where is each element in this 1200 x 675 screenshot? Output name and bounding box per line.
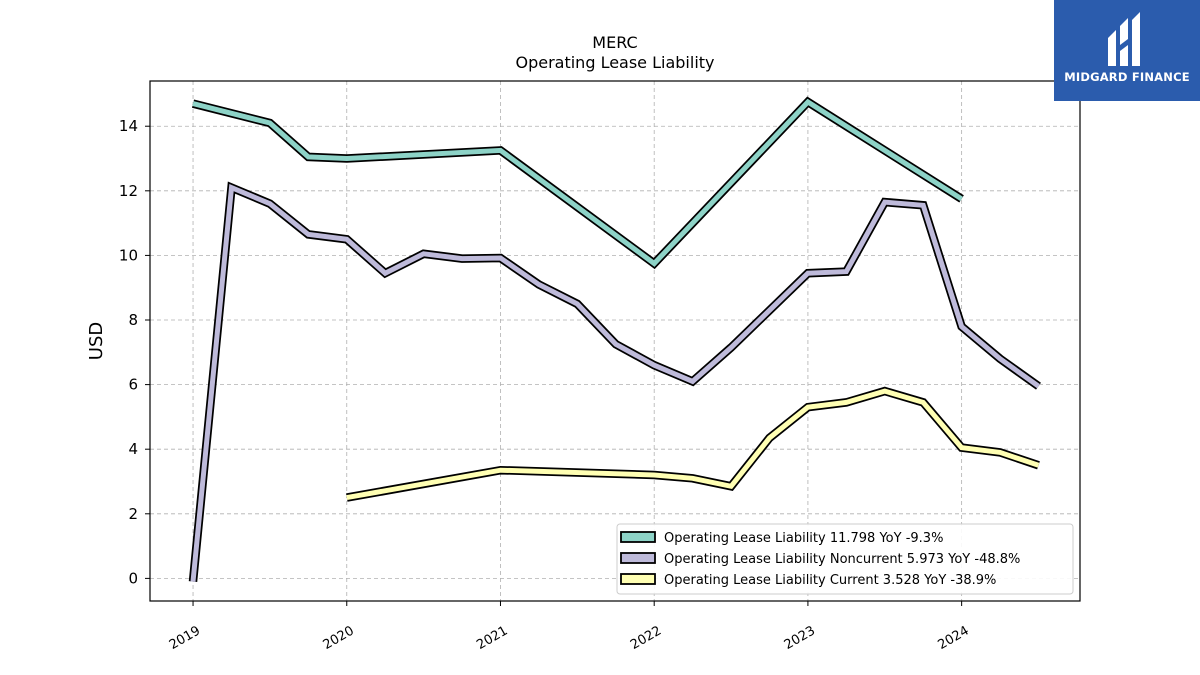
series-line: [192, 98, 963, 267]
x-tick-label: 2020: [321, 623, 357, 653]
y-tick-label: 6: [128, 376, 138, 394]
y-tick-label: 14: [119, 117, 138, 135]
x-tick-label: 2022: [628, 623, 664, 653]
series-lines: [188, 96, 1041, 583]
y-tick-label: 12: [119, 182, 138, 200]
series-2: [188, 181, 1041, 583]
legend-entry: Operating Lease Liability Noncurrent 5.9…: [664, 552, 1020, 567]
x-tick-label: 2024: [935, 623, 971, 653]
chart-title: MERC: [592, 33, 637, 52]
brand-logo: MIDGARD FINANCE: [1054, 0, 1200, 101]
x-tick-label: 2023: [782, 623, 818, 653]
x-axis-ticks: 2019 2020 2021 2022 2023 2024: [167, 601, 972, 653]
x-tick-label: 2019: [167, 623, 203, 653]
series-1: [191, 96, 964, 270]
series-line: [190, 183, 1040, 582]
y-axis-label: USD: [86, 322, 107, 360]
legend-box: [616, 523, 1074, 595]
legend-swatch: [620, 531, 656, 543]
brand-name: MIDGARD FINANCE: [1064, 70, 1190, 84]
legend-swatch: [620, 552, 656, 564]
x-tick-label: 2021: [474, 623, 510, 653]
legend-entry: Operating Lease Liability 11.798 YoY -9.…: [664, 531, 943, 546]
y-tick-label: 2: [128, 505, 138, 523]
grid-lines: [150, 81, 1080, 601]
y-tick-label: 8: [128, 311, 138, 329]
legend-entry: Operating Lease Liability Current 3.528 …: [664, 573, 996, 588]
chart-subtitle: Operating Lease Liability: [515, 53, 714, 72]
y-tick-label: 0: [128, 569, 138, 587]
legend: Operating Lease Liability 11.798 YoY -9.…: [616, 523, 1074, 595]
plot-frame: [149, 80, 1081, 602]
brand-mark-icon: [1108, 12, 1140, 66]
series-3: [346, 386, 1040, 502]
legend-swatch: [620, 573, 656, 585]
series-line: [346, 388, 1040, 501]
y-tick-label: 4: [128, 440, 138, 458]
y-tick-label: 10: [119, 246, 138, 264]
y-axis-ticks: 0 2 4 6 8 10 12 14: [119, 117, 150, 587]
